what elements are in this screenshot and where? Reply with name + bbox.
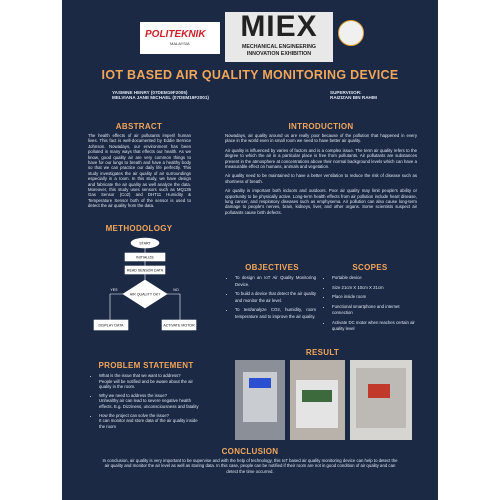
answer: It can monitor and store data of the air…: [99, 418, 198, 429]
supervisor-name: RAIZIZAN BIN RAHIM: [330, 95, 377, 101]
result-photo: [350, 360, 412, 440]
section-heading: ABSTRACT: [115, 122, 163, 131]
logo-text: MALAYSIA: [170, 41, 190, 46]
list-item: Portable device: [332, 275, 415, 282]
list: What is the issue that we want to addres…: [92, 373, 200, 429]
list-item: To test/analyze CO2, humidity, room temp…: [235, 307, 316, 320]
authors: YASMINE HENRY (07DEM19F2005) MELVIANA JAN…: [112, 90, 209, 101]
list-item: Activate DC motor when reaches certain a…: [332, 320, 415, 333]
flow-label: AIR QUALITY OK?: [130, 292, 161, 296]
list-item: To build a device that detect the air qu…: [235, 291, 316, 304]
section-heading: CONCLUSION: [221, 447, 279, 456]
paragraph: Air quality need to be maintained to hav…: [225, 173, 417, 184]
flow-node: [122, 279, 168, 309]
list: Portable device Size 21cm X 10cm X 21cm Pl…: [325, 275, 415, 333]
result-photo: [235, 360, 285, 440]
flow-label: DISPLAY DATA: [99, 323, 124, 327]
section-heading: OBJECTIVES: [245, 263, 299, 272]
author: YASMINE HENRY (07DEM19F2005): [112, 90, 188, 95]
answer: People will be notified and be aware abo…: [99, 378, 193, 390]
flowchart: START INITIALIZE READ SENSOR DATA AIR QU…: [93, 237, 197, 331]
logo-icon: [338, 20, 364, 46]
section-heading: INTRODUCTION: [288, 122, 354, 131]
answer: Unhealthy air can lead to severe negativ…: [99, 398, 199, 409]
list: To design an IoT Air Quality Monitoring …: [228, 275, 316, 320]
logo-text: POLITEKNIK: [145, 29, 206, 40]
supervisor: SUPERVISOR: RAIZIZAN BIN RAHIM: [330, 90, 377, 101]
logo-text: INNOVATION EXHIBITION: [246, 51, 312, 57]
list-item: Size 21cm X 10cm X 21cm: [332, 285, 415, 292]
flow-label: READ SENSOR DATA: [127, 268, 164, 272]
question: Why we need to address the issue?: [99, 392, 168, 398]
flow-label: INITIALIZE: [136, 255, 154, 259]
paragraph: Nowadays, air quality around us are real…: [225, 133, 417, 144]
flow-label: YES: [110, 288, 118, 292]
list-item: Functional smartphone and internet conne…: [332, 304, 415, 317]
title: IOT BASED AIR QUALITY MONITORING DEVICE: [101, 68, 399, 82]
section-heading: METHODOLOGY: [105, 224, 173, 233]
list-item: Why we need to address the issue?Unhealt…: [99, 393, 200, 410]
flow-node: [161, 319, 197, 331]
author: MELVIANA JANE MICHAEL (07DEM19F2001): [112, 95, 209, 101]
logo-text: MECHANICAL ENGINEERING: [241, 44, 317, 50]
result-photo: [290, 360, 345, 440]
paragraph: Air quality is important both indoors an…: [225, 188, 417, 215]
question: How the project can solve the issue?: [99, 412, 169, 418]
introduction-text: Nowadays, air quality around us are real…: [225, 133, 417, 219]
abstract-text: The health effects of air pollutants imp…: [88, 133, 191, 209]
flow-label: NO: [173, 288, 179, 292]
logo-box: [225, 12, 333, 62]
flow-node: [93, 319, 129, 331]
list-item: What is the issue that we want to addres…: [99, 373, 200, 390]
logo-text: MIEX: [240, 10, 318, 43]
problem-list: What is the issue that we want to addres…: [92, 373, 200, 432]
scopes-list: Portable device Size 21cm X 10cm X 21cm Pl…: [325, 275, 415, 336]
flow-label: START: [139, 241, 151, 245]
list-item: How the project can solve the issue?It c…: [99, 413, 200, 430]
section-heading: SCOPES: [352, 263, 388, 272]
section-heading: RESULT: [305, 348, 340, 357]
question: What is the issue that we want to addres…: [99, 373, 181, 378]
paragraph: Air quality is influenced by varies of f…: [225, 147, 417, 170]
objectives-list: To design an IoT Air Quality Monitoring …: [228, 275, 316, 323]
list-item: To design an IoT Air Quality Monitoring …: [235, 275, 316, 288]
logo-box: [140, 22, 220, 54]
conclusion-text: In conclusion, air quality is very impor…: [102, 458, 398, 474]
list-item: Place inside room: [332, 294, 415, 301]
section-heading: PROBLEM STATEMENT: [98, 361, 194, 370]
supervisor-label: SUPERVISOR:: [330, 90, 362, 95]
flow-label: ACTIVATE MOTOR: [163, 323, 195, 327]
